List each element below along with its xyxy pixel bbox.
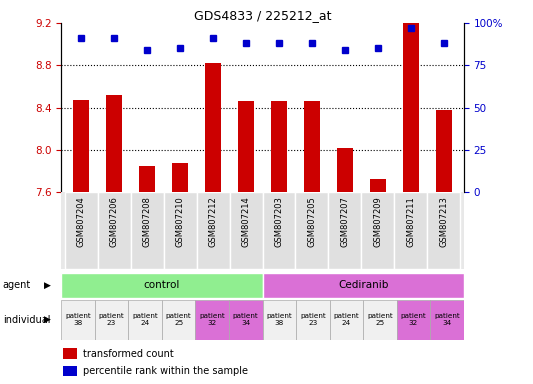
Bar (394, 192, 427, 269)
Bar (370, 179, 386, 192)
Text: agent: agent (3, 280, 31, 290)
Text: patient
25: patient 25 (166, 313, 191, 326)
Bar (337, 148, 353, 192)
Text: GSM807205: GSM807205 (308, 196, 317, 247)
Bar (329, 300, 363, 340)
Bar (164, 192, 197, 269)
Bar (139, 166, 155, 192)
Text: patient
23: patient 23 (99, 313, 125, 326)
Bar (427, 192, 461, 269)
Text: patient
24: patient 24 (132, 313, 158, 326)
Bar (95, 300, 128, 340)
Text: patient
32: patient 32 (400, 313, 426, 326)
Text: GSM807206: GSM807206 (110, 196, 118, 247)
Text: Cediranib: Cediranib (338, 280, 389, 290)
Bar (172, 164, 188, 192)
Bar (98, 192, 131, 269)
Bar (128, 300, 162, 340)
Bar (263, 192, 295, 269)
Bar (361, 192, 394, 269)
Bar (304, 101, 320, 192)
Bar (63, 349, 77, 359)
Text: GSM807208: GSM807208 (142, 196, 151, 247)
Bar (61, 300, 95, 340)
Text: GSM807213: GSM807213 (439, 196, 448, 247)
Bar (238, 101, 254, 192)
Text: percentile rank within the sample: percentile rank within the sample (84, 366, 248, 376)
Text: patient
23: patient 23 (300, 313, 326, 326)
Bar (363, 300, 397, 340)
Bar (162, 300, 196, 340)
Text: patient
24: patient 24 (334, 313, 359, 326)
Bar (63, 366, 77, 376)
Bar (296, 300, 329, 340)
Bar (435, 109, 452, 192)
Bar (106, 95, 122, 192)
Bar (262, 300, 296, 340)
Bar (230, 192, 262, 269)
Text: patient
38: patient 38 (266, 313, 292, 326)
Bar (403, 23, 419, 192)
Text: ▶: ▶ (44, 315, 51, 324)
Bar (229, 300, 262, 340)
Text: individual: individual (3, 314, 50, 325)
Bar (64, 192, 98, 269)
Bar (131, 192, 164, 269)
Text: GSM807214: GSM807214 (241, 196, 251, 247)
Text: patient
32: patient 32 (199, 313, 225, 326)
Bar (295, 192, 328, 269)
Text: patient
34: patient 34 (233, 313, 259, 326)
Text: patient
34: patient 34 (434, 313, 460, 326)
Text: GSM807204: GSM807204 (77, 196, 86, 247)
Bar (262, 273, 464, 298)
Text: GSM807211: GSM807211 (407, 196, 415, 247)
Bar (397, 300, 430, 340)
Text: GSM807212: GSM807212 (208, 196, 217, 247)
Bar (61, 273, 262, 298)
Text: GSM807203: GSM807203 (274, 196, 284, 247)
Text: ▶: ▶ (44, 281, 51, 290)
Bar (205, 63, 221, 192)
Text: patient
38: patient 38 (65, 313, 91, 326)
Bar (328, 192, 361, 269)
Bar (430, 300, 464, 340)
Bar (196, 300, 229, 340)
Text: GSM807207: GSM807207 (341, 196, 350, 247)
Title: GDS4833 / 225212_at: GDS4833 / 225212_at (194, 9, 331, 22)
Bar (73, 100, 90, 192)
Bar (197, 192, 230, 269)
Text: patient
25: patient 25 (367, 313, 393, 326)
Bar (271, 101, 287, 192)
Text: GSM807210: GSM807210 (175, 196, 184, 247)
Text: GSM807209: GSM807209 (374, 196, 383, 247)
Text: control: control (144, 280, 180, 290)
Text: transformed count: transformed count (84, 349, 174, 359)
